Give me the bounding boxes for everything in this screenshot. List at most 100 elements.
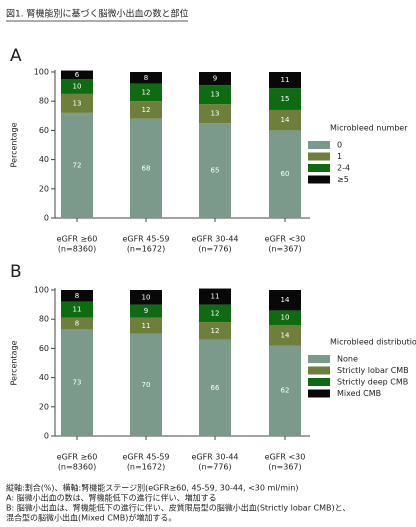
legend-label: 1	[337, 152, 342, 161]
footnote: 混合型の脳微小出血(Mixed CMB)が増加する。	[6, 513, 176, 523]
bar-segment	[130, 83, 162, 102]
value-label: 8	[75, 320, 79, 328]
bar-segment	[61, 93, 93, 113]
value-label: 8	[144, 74, 148, 82]
legend-title: Microbleed distribution	[330, 338, 416, 347]
value-label: 12	[211, 327, 220, 335]
bar-segment	[199, 339, 231, 436]
value-label: 12	[142, 106, 151, 114]
y-tick-label: 100	[34, 286, 49, 295]
value-label: 12	[211, 309, 220, 317]
bar-segment	[61, 290, 93, 302]
legend-label: None	[337, 355, 358, 364]
bar-segment	[269, 88, 301, 110]
value-label: 66	[211, 384, 220, 392]
value-label: 10	[73, 83, 82, 91]
bar-segment	[269, 290, 301, 311]
x-tick-label: eGFR 45-59	[122, 453, 169, 462]
bar-segment	[130, 304, 162, 318]
x-tick-label: eGFR 30-44	[191, 453, 238, 462]
legend-label: Mixed CMB	[337, 389, 381, 398]
y-tick-label: 80	[39, 97, 49, 106]
value-label: 68	[142, 164, 151, 172]
sample-size: (n=1672)	[127, 245, 165, 254]
bar-segment	[199, 85, 231, 105]
y-tick-label: 60	[39, 126, 49, 135]
bar-segment	[199, 123, 231, 218]
value-label: 65	[211, 167, 220, 175]
value-label: 73	[73, 379, 82, 387]
bar-segment	[269, 72, 301, 89]
legend-swatch	[308, 366, 330, 375]
x-tick-label: eGFR ≥60	[57, 453, 98, 462]
legend-swatch	[308, 164, 330, 172]
value-label: 8	[75, 292, 79, 300]
x-tick-label: eGFR 45-59	[122, 235, 169, 244]
value-label: 13	[211, 110, 220, 118]
y-axis-label: Percentage	[10, 340, 19, 385]
sample-size: (n=1672)	[127, 463, 165, 472]
value-label: 11	[142, 322, 151, 330]
y-tick-label: 80	[39, 315, 49, 324]
value-label: 13	[73, 99, 82, 107]
footnote: B: 脳微小出血は、腎機能低下の進行に伴い、皮質限局型の脳微小出血(Strict…	[6, 503, 350, 513]
bar-segment	[130, 333, 162, 436]
legend-label: 0	[337, 141, 342, 150]
panel-label: B	[10, 262, 22, 282]
legend-swatch	[308, 355, 330, 363]
legend-label: ≥5	[337, 175, 349, 184]
bar-segment	[269, 345, 301, 436]
value-label: 10	[142, 293, 151, 301]
sample-size: (n=367)	[268, 245, 301, 254]
value-label: 6	[75, 71, 80, 79]
legend-label: Strictly deep CMB	[337, 378, 408, 387]
bar-segment	[269, 130, 301, 218]
bar-segment	[130, 317, 162, 334]
y-tick-label: 0	[44, 214, 49, 223]
legend-label: 2-4	[337, 164, 350, 173]
bar-segment	[199, 304, 231, 323]
bar-segment	[61, 317, 93, 330]
value-label: 9	[144, 307, 148, 315]
footnote: 縦軸:割合(%)、横軸:腎機能ステージ別(eGFR≥60, 45-59, 30-…	[6, 483, 298, 493]
sample-size: (n=776)	[198, 245, 231, 254]
y-tick-label: 60	[39, 344, 49, 353]
bar-segment	[61, 70, 93, 80]
value-label: 62	[281, 387, 290, 395]
value-label: 12	[142, 88, 151, 96]
x-tick-label: eGFR <30	[265, 235, 306, 244]
legend-label: Strictly lobar CMB	[337, 366, 409, 375]
value-label: 72	[73, 161, 82, 169]
value-label: 70	[142, 381, 151, 389]
sample-size: (n=776)	[198, 463, 231, 472]
value-label: 10	[281, 314, 290, 322]
y-tick-label: 40	[39, 155, 49, 164]
x-tick-label: eGFR <30	[265, 453, 306, 462]
panel-label: A	[10, 46, 22, 66]
bar-segment	[130, 290, 162, 305]
value-label: 14	[281, 116, 290, 124]
bar-segment	[130, 118, 162, 218]
value-label: 11	[211, 293, 220, 301]
bar-segment	[61, 329, 93, 436]
y-tick-label: 20	[39, 184, 49, 193]
bar-segment	[130, 101, 162, 119]
value-label: 60	[281, 170, 290, 178]
value-label: 9	[213, 75, 217, 83]
legend-swatch	[308, 141, 330, 149]
bar-segment	[199, 288, 231, 305]
figure-title: 図1. 腎機能別に基づく脳微小出血の数と部位	[6, 8, 188, 20]
value-label: 14	[281, 331, 290, 339]
bar-segment	[199, 322, 231, 340]
y-tick-label: 40	[39, 373, 49, 382]
y-axis-label: Percentage	[10, 122, 19, 167]
y-tick-label: 0	[44, 432, 49, 441]
value-label: 11	[281, 76, 290, 84]
value-label: 15	[281, 95, 290, 103]
x-tick-label: eGFR 30-44	[191, 235, 238, 244]
footnote: A: 脳微小出血の数は、腎機能低下の進行に伴い、増加する	[6, 493, 217, 503]
sample-size: (n=367)	[268, 463, 301, 472]
bar-segment	[61, 301, 93, 318]
bar-segment	[269, 109, 301, 131]
